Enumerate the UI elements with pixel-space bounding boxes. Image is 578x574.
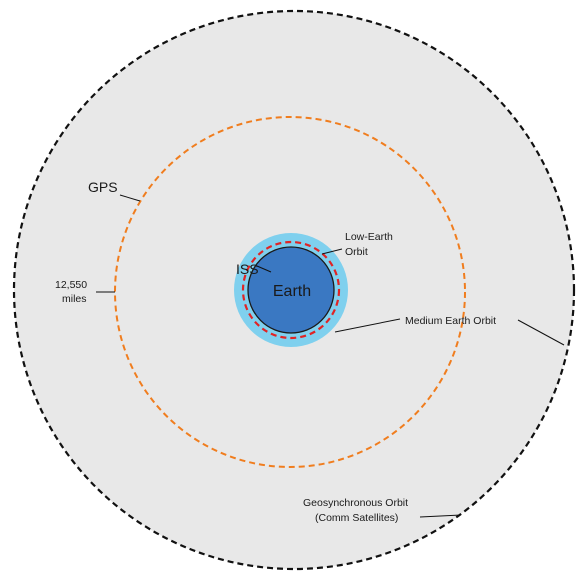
iss-label: ISS — [236, 261, 259, 277]
distance-value-label: 12,550 — [55, 279, 87, 291]
geosynchronous-orbit-label-line1: Geosynchronous Orbit — [303, 497, 408, 509]
earth-globe — [247, 246, 335, 334]
earth-label: Earth — [273, 283, 311, 300]
iss-orbit-ring — [241, 240, 341, 340]
geo-ring-leader-line — [517, 319, 565, 346]
geosynchronous-orbit-leader-line — [419, 514, 462, 518]
gps-leader-line — [119, 194, 141, 202]
geosynchronous-orbit-label-line2: (Comm Satellites) — [315, 512, 398, 524]
distance-unit-label: miles — [62, 293, 87, 305]
medium-earth-orbit-label: Medium Earth Orbit — [405, 315, 496, 327]
medium-earth-orbit-leader-line — [334, 318, 401, 333]
low-earth-orbit-leader-line — [321, 248, 343, 255]
iss-leader-line — [256, 265, 272, 273]
gps-orbit-ring — [114, 116, 466, 468]
gps-label: GPS — [88, 179, 118, 195]
low-earth-orbit-label-line2: Orbit — [345, 246, 368, 258]
low-earth-orbit-label-line1: Low-Earth — [345, 231, 393, 243]
